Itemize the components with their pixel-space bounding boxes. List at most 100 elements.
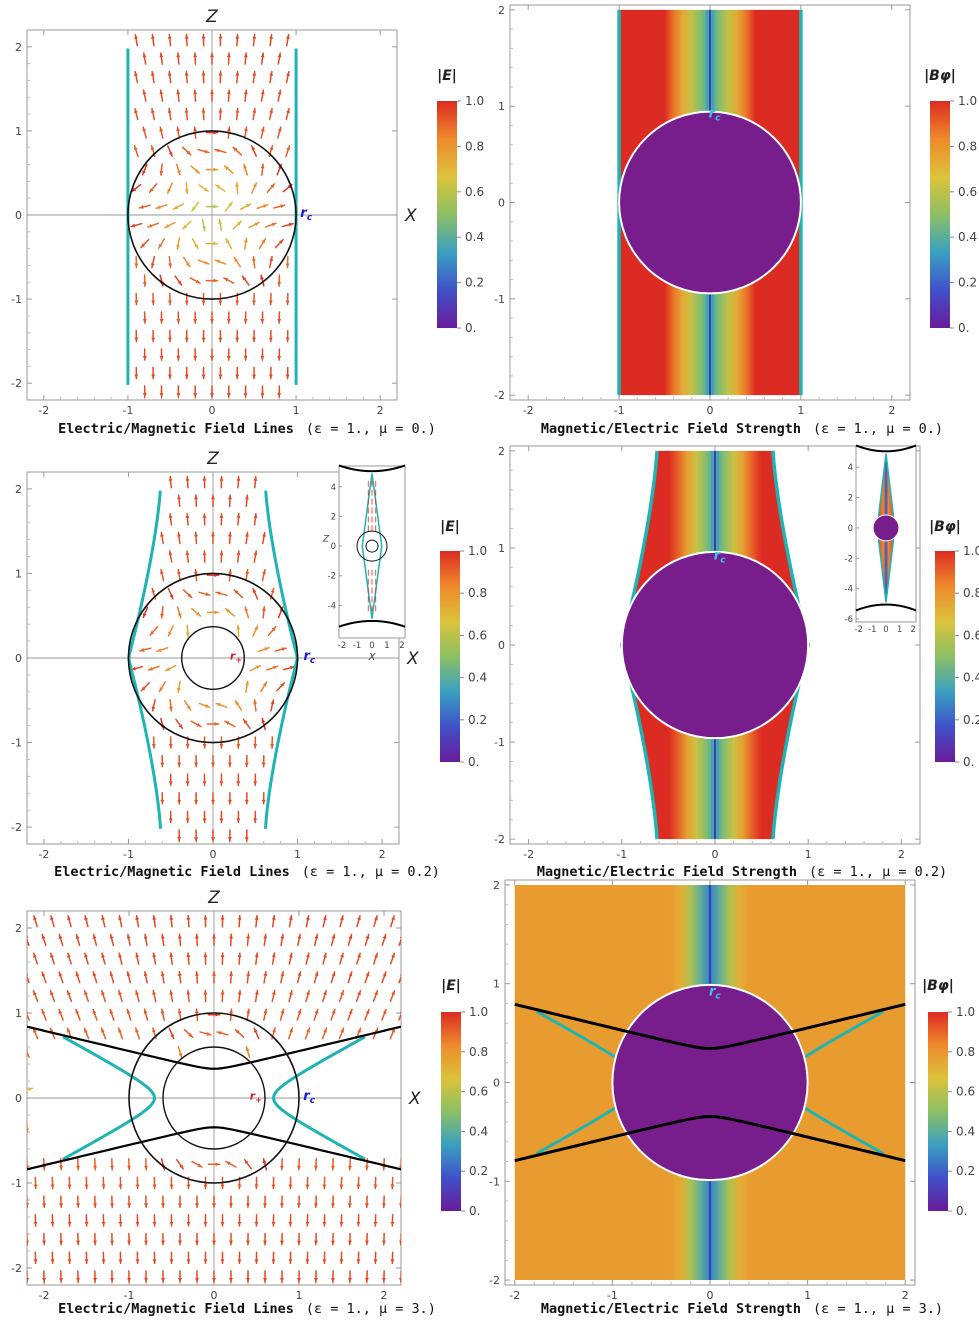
field-arrow-head — [408, 1066, 412, 1070]
field-arrow-head — [147, 223, 153, 228]
field-arrow-head — [245, 495, 249, 500]
panel-caption: Magnetic/Electric Field Strength (ε = 1.,… — [541, 1301, 943, 1317]
field-arrow-head — [130, 223, 136, 228]
field-arrow — [407, 1028, 411, 1038]
field-arrow-head — [67, 1184, 72, 1189]
field-arrow-head — [195, 611, 201, 616]
field-arrow-head — [229, 1278, 233, 1283]
field-arrow-head — [219, 550, 224, 556]
field-arrow-head — [177, 532, 181, 537]
field-arrow-head — [92, 934, 97, 939]
field-arrow-head — [201, 226, 206, 231]
field-arrow-head — [255, 665, 261, 670]
field-arrow-head — [251, 145, 256, 151]
black-hole-disk — [618, 110, 802, 295]
field-arrow-head — [144, 1278, 148, 1283]
field-arrow-head — [169, 990, 174, 995]
field-arrow-head — [211, 762, 215, 767]
field-arrow-head — [408, 953, 412, 957]
field-arrow-head — [67, 1221, 72, 1227]
field-arrow-head — [177, 569, 181, 574]
field-arrow-head — [253, 699, 258, 705]
field-arrow-head — [365, 1009, 370, 1014]
field-arrow-head — [243, 393, 248, 398]
field-arrow-head — [101, 1259, 106, 1264]
field-arrow-head — [288, 1221, 293, 1227]
field-arrow-head — [84, 1221, 89, 1227]
panel-row3-right: rc -2 -1 0 1 2 2 1 0 -1 -2 — [489, 879, 916, 1302]
field-arrow-head — [142, 393, 147, 398]
colorbar-title: |Bφ| — [929, 519, 961, 535]
inset-inner-circle — [365, 539, 379, 553]
field-arrow-head — [263, 1009, 268, 1014]
rc-r: r — [709, 985, 717, 1000]
colorbar-title: |E| — [441, 978, 461, 994]
field-arrow-head — [407, 1259, 411, 1263]
field-arrow-head — [330, 1165, 335, 1170]
field-arrow-head — [236, 818, 241, 823]
field-arrow-head — [244, 762, 249, 767]
field-arrow-head — [110, 1165, 115, 1170]
field-arrow-head — [281, 647, 287, 652]
field-arrow-head — [280, 1278, 284, 1283]
field-arrow-head — [178, 1240, 182, 1245]
x-tick-label: -2 — [39, 1289, 50, 1302]
field-arrow-head — [381, 1203, 386, 1208]
field-arrow-head — [194, 495, 198, 500]
field-arrow-head — [142, 282, 147, 287]
field-arrow-head — [201, 374, 206, 379]
field-arrow-head — [263, 934, 268, 939]
field-arrow-head — [168, 337, 172, 342]
field-arrow-head — [151, 588, 156, 593]
field-arrow-head — [246, 934, 251, 939]
field-arrow-head — [262, 681, 267, 687]
field-arrow-head — [253, 513, 258, 519]
field-arrow-head — [203, 1184, 208, 1189]
field-arrow-head — [142, 170, 146, 175]
field-arrow-head — [84, 953, 88, 958]
x-tick-label: -1 — [607, 1289, 618, 1302]
caption-params: (ε = 1., μ = 0.2) — [809, 864, 947, 880]
field-arrow-head — [212, 934, 216, 939]
field-arrow-head — [331, 1240, 335, 1245]
field-arrow-head — [177, 971, 182, 976]
field-arrow-head — [194, 799, 199, 804]
field-arrow-head — [110, 1203, 115, 1208]
field-arrow-head — [228, 532, 232, 537]
x-tick-label: 0 — [210, 848, 217, 861]
field-arrow-head — [203, 187, 209, 192]
field-region — [27, 914, 412, 1283]
field-arrow-head — [148, 666, 154, 671]
field-arrow-head — [235, 374, 240, 379]
field-arrow-head — [185, 632, 190, 637]
field-arrow-head — [76, 1165, 81, 1170]
inset-horizon — [855, 444, 917, 453]
field-arrow-head — [243, 238, 248, 243]
field-arrow-head — [264, 647, 270, 651]
field-arrow-head — [229, 971, 234, 976]
x-tick-label: -2 — [38, 848, 49, 861]
field-arrow-head — [212, 1278, 216, 1283]
field-arrow-head — [382, 934, 387, 940]
field-arrow-head — [142, 53, 147, 58]
y-tick-label: -1 — [494, 293, 505, 306]
field-arrow-head — [193, 319, 198, 324]
field-arrow-head — [168, 818, 173, 823]
field-arrow-head — [330, 1203, 335, 1208]
field-arrow-head — [243, 90, 248, 95]
field-arrow-head — [235, 34, 240, 39]
field-arrow-head — [211, 837, 215, 842]
field-arrow-head — [126, 1009, 131, 1014]
colorbar-tick-label: 1.0 — [469, 1005, 488, 1019]
ergo-circle — [128, 1012, 300, 1184]
field-arrow — [27, 1050, 30, 1059]
field-arrow-head — [407, 1147, 411, 1151]
field-arrow-head — [289, 990, 293, 995]
field-arrow-head — [408, 1028, 412, 1032]
field-arrow-head — [149, 187, 154, 193]
field-region — [126, 33, 298, 398]
field-arrow-head — [109, 934, 114, 939]
field-arrow-head — [169, 1184, 174, 1189]
field-arrow-head — [252, 71, 257, 76]
field-arrow-head — [271, 1184, 276, 1189]
